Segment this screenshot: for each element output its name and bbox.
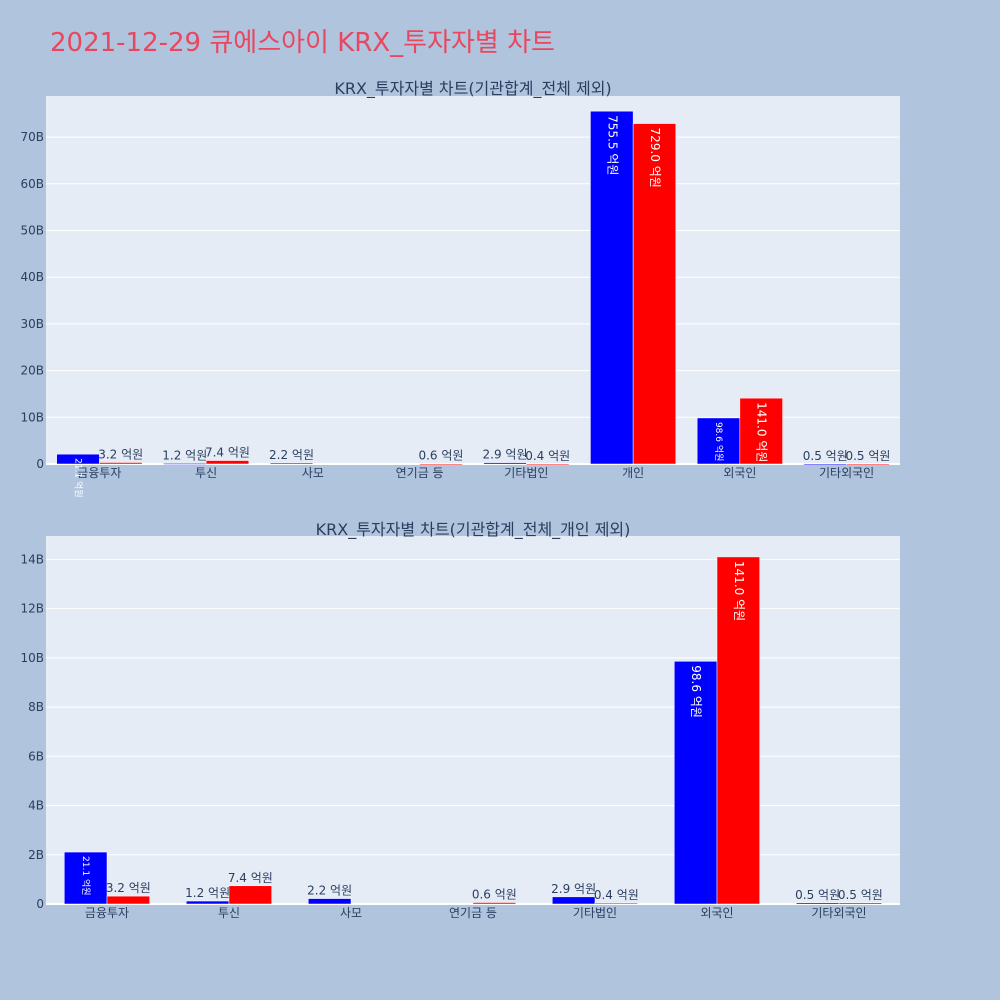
top-data-label: 141.0 억원 [755,402,769,462]
top-bar [419,463,463,465]
top-y-tick-label: 70B [20,130,44,144]
top-bar [269,462,314,465]
bottom-bar [552,896,596,905]
top-bar [526,463,570,466]
chart-all-investors: KRX_투자자별 차트(기관합계_전체 제외) 0 10B 20B 30B 40B 50B 6… [20,79,900,498]
bottom-y-tick-label: 6B [28,749,44,763]
top-x-tick-label: 기타법인 [504,466,548,480]
bottom-data-label: 0.4 억원 [594,888,639,902]
top-y-tick-label: 30B [20,317,44,331]
top-y-tick-label: 50B [20,223,44,237]
top-data-label: 0.5 억원 [803,449,848,463]
bottom-data-label: 0.6 억원 [472,888,517,902]
top-y-tick-label: 10B [20,410,44,424]
top-bar [205,460,250,465]
bottom-data-label: 7.4 억원 [228,871,273,885]
bottom-x-tick-label: 연기금 등 [449,906,497,920]
top-x-tick-label: 투신 [195,466,217,480]
bottom-data-label: 21.1 억원 [80,856,92,895]
top-data-label: 21.1 억원 [73,458,85,497]
bottom-bar [106,895,150,905]
top-bar [696,417,741,465]
top-x-tick-label: 금융투자 [77,466,121,480]
page-title: 2021-12-29 큐에스아이 KRX_투자자별 차트 [50,28,555,58]
bottom-data-label: 2.2 억원 [307,884,352,898]
bottom-bar [308,898,352,905]
bottom-data-label: 141.0 억원 [732,561,746,621]
bottom-y-tick-label: 14B [20,552,44,566]
bottom-plot-area [46,536,900,904]
bottom-bar [228,885,272,905]
bottom-bar [186,900,230,905]
top-x-tick-label: 외국인 [723,466,756,480]
bottom-bar [594,902,638,905]
top-data-label: 2.2 억원 [269,448,314,462]
bottom-x-tick-label: 사모 [340,906,362,920]
top-x-tick-label: 기타외국인 [819,466,874,480]
top-data-label: 0.4 억원 [525,449,570,463]
top-bar [632,123,677,465]
bottom-bar [838,902,882,905]
top-data-label: 729.0 억원 [648,128,662,188]
bottom-data-label: 3.2 억원 [106,881,151,895]
bottom-y-tick-label: 10B [20,651,44,665]
top-data-label: 2.9 억원 [483,448,528,462]
top-data-label: 755.5 억원 [605,115,619,175]
bottom-data-label: 0.5 억원 [838,888,883,902]
bottom-data-label: 2.9 억원 [551,882,596,896]
bottom-bar [796,902,840,905]
top-bar [846,463,890,466]
top-bar [56,453,100,465]
top-y-tick-label: 60B [20,177,44,191]
top-data-label: 3.2 억원 [98,448,143,462]
top-y-tick-label: 20B [20,364,44,378]
bottom-y-tick-label: 2B [28,848,44,862]
top-data-label: 7.4 억원 [205,446,250,460]
bottom-data-label: 1.2 억원 [185,886,230,900]
bottom-y-tick-label: 8B [28,700,44,714]
bottom-y-tick-label: 4B [28,799,44,813]
bottom-chart-title: KRX_투자자별 차트(기관합계_전체_개인 제외) [316,520,631,540]
bottom-x-tick-label: 외국인 [700,906,733,920]
bottom-y-tick-label: 0 [36,897,44,911]
bottom-bar [472,902,516,905]
bottom-x-tick-label: 금융투자 [85,906,129,920]
bottom-bar [674,661,718,905]
bottom-bar [64,851,108,905]
top-y-tick-label: 40B [20,270,44,284]
top-x-tick-label: 개인 [622,466,644,480]
top-bar [590,110,634,465]
top-data-label: 98.6 억원 [713,422,725,461]
bottom-bar [716,556,760,905]
top-chart-title: KRX_투자자별 차트(기관합계_전체 제외) [334,79,611,99]
bottom-x-tick-label: 기타외국인 [811,906,866,920]
top-data-label: 1.2 억원 [162,448,207,462]
top-bar [483,462,527,465]
bottom-x-tick-label: 투신 [218,906,240,920]
top-bar [99,462,143,465]
top-bar [739,397,783,465]
bottom-data-label: 0.5 억원 [795,888,840,902]
bottom-data-label: 98.6 억원 [689,665,703,718]
bottom-x-tick-label: 기타법인 [573,906,617,920]
top-x-tick-label: 사모 [302,466,324,480]
top-data-label: 0.6 억원 [418,449,463,463]
top-x-tick-label: 연기금 등 [396,466,444,480]
top-y-tick-label: 0 [36,457,44,471]
top-data-label: 0.5 억원 [845,449,890,463]
bottom-y-tick-label: 12B [20,602,44,616]
